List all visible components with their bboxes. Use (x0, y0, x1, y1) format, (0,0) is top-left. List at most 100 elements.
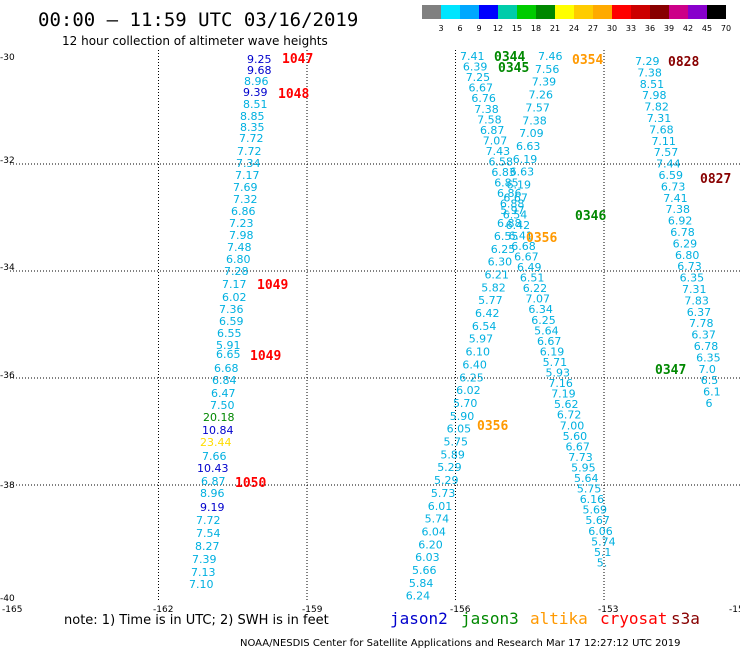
wave-height-value: 7.17 (222, 278, 247, 291)
wave-height-value: 6.67 (565, 440, 590, 453)
scale-label: 15 (512, 24, 522, 33)
wave-height-value: 7.31 (647, 112, 672, 125)
lat-tick-label: -40 (0, 594, 15, 604)
wave-height-value: 7.36 (219, 303, 244, 316)
wave-height-value: 5. (597, 556, 608, 569)
wave-height-value: 6.25 (531, 314, 556, 327)
wave-height-value: 6.19 (540, 345, 565, 358)
wave-height-value: 7.38 (666, 203, 691, 216)
map-subtitle: 12 hour collection of altimeter wave hei… (62, 34, 328, 48)
wave-height-value: 6.83 (491, 166, 515, 179)
scale-swatch (688, 5, 707, 19)
scale-label: 24 (569, 24, 579, 33)
wave-height-value: 7.07 (483, 134, 508, 147)
wave-height-value: 6.63 (516, 140, 541, 153)
wave-height-value: 5.64 (534, 324, 559, 337)
wave-height-value: 6.47 (211, 387, 236, 400)
wave-height-value: 5.64 (574, 472, 599, 485)
wave-height-value: 7.57 (525, 101, 550, 114)
wave-height-value: 7.38 (637, 66, 662, 79)
wave-height-value: 6.84 (212, 374, 237, 387)
pass-number-label: 0354 (572, 53, 603, 68)
scale-label: 18 (531, 24, 541, 33)
wave-height-value: 6.34 (528, 303, 553, 316)
wave-height-value: 6.41 (508, 229, 533, 242)
wave-height-value: 5.73 (431, 487, 456, 500)
wave-height-value: 6.22 (523, 282, 548, 295)
wave-height-value: 7.31 (682, 283, 707, 296)
lon-tick-label: -156 (450, 605, 471, 615)
wave-height-value: 5.82 (481, 281, 506, 294)
wave-height-value: 6.54 (503, 208, 528, 221)
axis-ticks: -165 -162 -159 -156 -153 -150 -30 -32 -34 -36 -38 -… (0, 53, 740, 615)
pass-number-label: 0828 (668, 55, 699, 70)
wave-height-value: 6.02 (456, 384, 481, 397)
wave-height-value: 7.41 (663, 192, 688, 205)
wave-height-value: 7.72 (239, 132, 264, 145)
wave-height-value: 6 (706, 397, 713, 410)
wave-height-value: 10.43 (197, 462, 229, 475)
scale-swatch (612, 5, 631, 19)
scale-swatch (669, 5, 688, 19)
scale-swatch (593, 5, 612, 19)
wave-height-value: 7.44 (656, 158, 681, 171)
lat-tick-label: -30 (0, 53, 15, 63)
legend-altika: altika (530, 609, 588, 628)
wave-height-value: 7.58 (477, 113, 502, 126)
wave-height-value: 7.28 (224, 265, 249, 278)
wave-height-value: 6.54 (472, 320, 497, 333)
wave-height-value: 7.11 (651, 135, 676, 148)
wave-height-value: 7.32 (233, 193, 258, 206)
lon-tick-label: -150 (729, 605, 740, 615)
scale-label: 6 (457, 24, 462, 33)
wave-height-value: 7.54 (196, 527, 221, 540)
wave-height-value: 8.51 (243, 98, 268, 111)
wave-height-value: 6.92 (668, 215, 693, 228)
wave-height-value: 6.88 (497, 217, 522, 230)
wave-height-value: 6.87 (201, 475, 226, 488)
wave-height-value: 6.42 (475, 307, 500, 320)
scale-label: 21 (550, 24, 560, 33)
scale-swatch (631, 5, 650, 19)
wave-height-value: 7.68 (649, 123, 674, 136)
wave-height-value: 6.1 (703, 386, 721, 399)
scale-swatch (517, 5, 536, 19)
wave-height-value: 6.68 (214, 362, 239, 375)
wave-height-value: 5.95 (571, 461, 596, 474)
wave-height-value: 8.96 (200, 487, 225, 500)
scale-swatch (460, 5, 479, 19)
wave-height-value: 6.67 (469, 82, 494, 95)
wave-height-value: 7.29 (635, 55, 660, 68)
wave-height-value: 7.72 (196, 514, 221, 527)
wave-height-value: 9.39 (243, 86, 268, 99)
scale-label: 3 (438, 24, 443, 33)
lat-lon-grid (10, 50, 740, 600)
scale-label: 27 (588, 24, 598, 33)
wave-height-value: 6.85 (494, 177, 519, 190)
wave-height-value: 6.19 (507, 179, 532, 192)
wave-height-value: 6.5 (701, 374, 719, 387)
wave-height-value: 9.68 (247, 64, 272, 77)
wave-height-value: 5.91 (216, 339, 241, 352)
wave-height-value: 6.16 (580, 493, 605, 506)
wave-height-value: 8.85 (240, 110, 265, 123)
wave-height-value: 6.68 (511, 240, 536, 253)
wave-height-value: 7.48 (227, 241, 252, 254)
wave-height-value: 7.83 (684, 294, 709, 307)
scale-label: 12 (493, 24, 503, 33)
footer-credit: NOAA/NESDIS Center for Satellite Applica… (240, 638, 681, 649)
pass-number-label: 1049 (257, 278, 288, 293)
wave-height-value: 6.67 (514, 250, 539, 263)
wave-height-value: 5.89 (440, 448, 465, 461)
wave-height-value: 7.34 (236, 157, 261, 170)
wave-height-value: 5.75 (444, 436, 469, 449)
wave-height-value: 6.72 (557, 409, 582, 422)
legend-jason2: jason2 (390, 609, 448, 628)
wave-height-value: 6.20 (418, 538, 443, 551)
scale-swatch (707, 5, 726, 19)
wave-height-value: 6.65 (216, 348, 241, 361)
wave-height-value: 6.03 (415, 551, 440, 564)
wave-height-value: 6.39 (463, 61, 488, 74)
